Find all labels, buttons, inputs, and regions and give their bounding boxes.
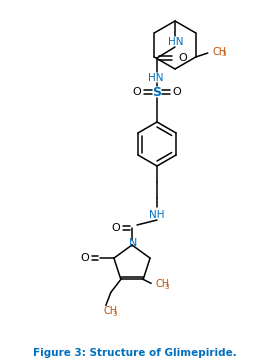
Text: N: N (129, 238, 137, 248)
Text: O: O (173, 87, 181, 97)
Text: 3: 3 (113, 311, 117, 317)
Text: O: O (80, 253, 89, 263)
Text: CH: CH (104, 306, 118, 317)
Text: O: O (133, 87, 141, 97)
Text: HN: HN (168, 37, 184, 47)
Text: CH: CH (155, 280, 169, 289)
Text: O: O (112, 223, 120, 233)
Text: Figure 3: Structure of Glimepiride.: Figure 3: Structure of Glimepiride. (33, 348, 237, 358)
Text: 3: 3 (222, 52, 226, 57)
Text: NH: NH (149, 210, 164, 220)
Text: HN: HN (148, 73, 164, 83)
Text: CH: CH (213, 47, 227, 57)
Text: O: O (179, 53, 187, 63)
Text: 3: 3 (164, 284, 169, 290)
Text: S: S (153, 86, 161, 98)
